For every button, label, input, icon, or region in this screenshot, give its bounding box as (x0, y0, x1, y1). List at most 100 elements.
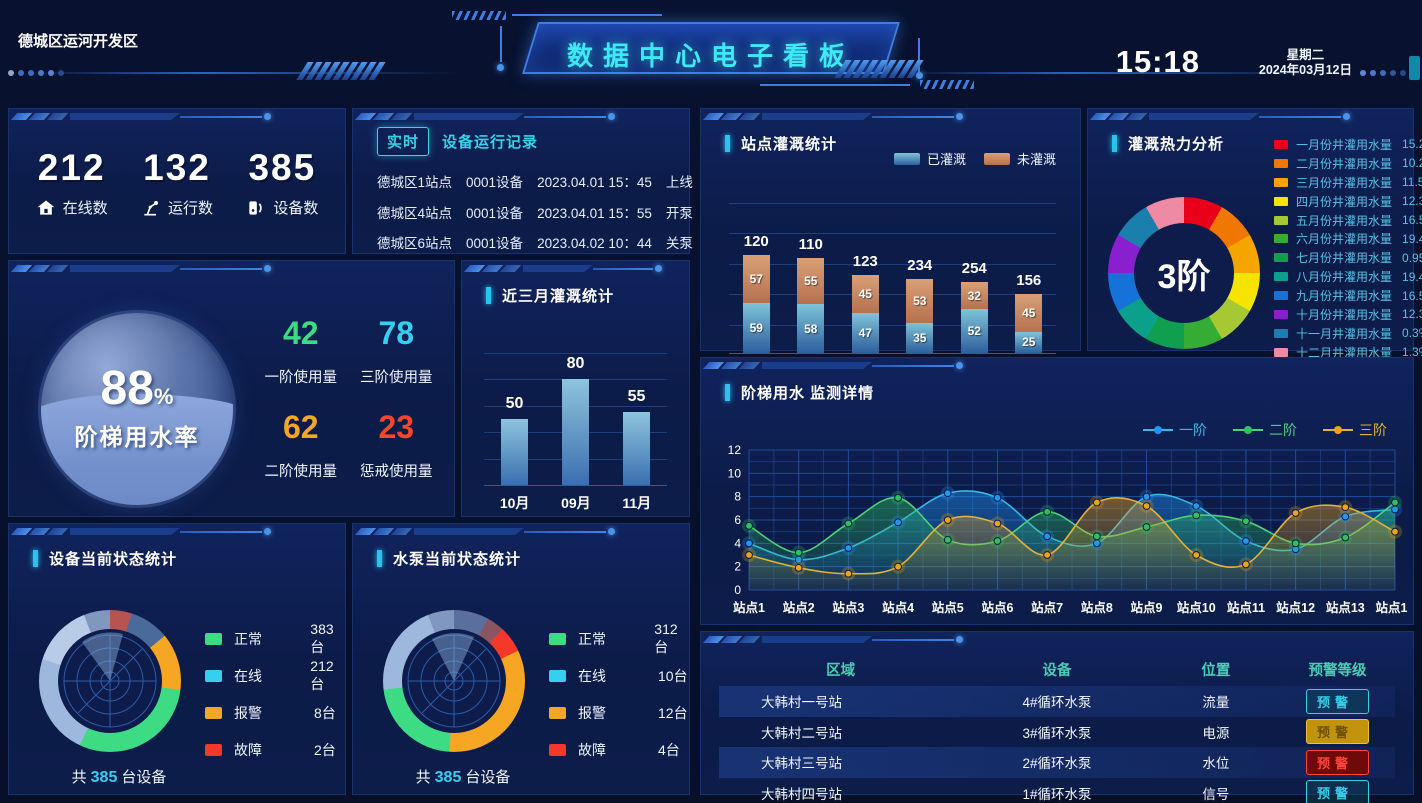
legend-label: 八月份井灌用水量 (1296, 270, 1393, 285)
legend-value: 212台 (310, 657, 334, 692)
heat-legend-item[interactable]: 二月份井灌用水量 10.25 (1274, 154, 1422, 173)
record-station: 德城区1站点 (377, 175, 453, 190)
segment-irrigated: 35 (906, 323, 934, 353)
heat-legend-item[interactable]: 十二月井灌用水量 1.3% (1274, 343, 1422, 362)
legend-label: 十月份井灌用水量 (1296, 307, 1393, 322)
record-device: 0001设备 (466, 205, 524, 221)
heat-legend-item[interactable]: 四月份井灌用水量 12.3% (1274, 192, 1422, 211)
record-row[interactable]: 德城区1站点 0001设备 2023.04.01 15：45 上线 (377, 171, 693, 191)
stat-devices: 385 设备数 (246, 147, 318, 218)
warning-level-button[interactable]: 预警 (1306, 780, 1370, 803)
heat-legend-item[interactable]: 八月份井灌用水量 19.4% (1274, 267, 1422, 286)
svg-text:站点2: 站点2 (783, 600, 815, 615)
heat-legend-item[interactable]: 十月份井灌用水量 12.3% (1274, 305, 1422, 324)
legend-label: 故障 (234, 741, 262, 758)
column-header: 预警等级 (1308, 662, 1367, 679)
panel-device-records: 实时 设备运行记录 德城区1站点 0001设备 2023.04.01 15：45 上线… (352, 108, 693, 254)
stacked-bar[interactable]: 234 53 35 (906, 257, 934, 353)
legend-item-irrigated[interactable]: 已灌溉 (893, 149, 966, 168)
status-legend-item[interactable]: 故障 4台 (549, 731, 689, 768)
heat-legend-item[interactable]: 七月份井灌用水量 0.95% (1274, 248, 1422, 267)
heat-legend-item[interactable]: 五月份井灌用水量 16.5% (1274, 211, 1422, 230)
usage-stat: 78 三阶使用量 (349, 301, 445, 395)
legend-label: 九月份井灌用水量 (1296, 289, 1393, 304)
heat-legend-item[interactable]: 九月份井灌用水量 16.5% (1274, 286, 1422, 305)
legend-item-not-irrigated[interactable]: 未灌溉 (983, 149, 1056, 168)
grid-line (729, 324, 1056, 326)
status-legend-item[interactable]: 在线 212台 (205, 657, 345, 694)
mini-chart-xlabels: 10月 09月 11月 (484, 493, 667, 513)
record-time: 2023.04.02 10：44 (537, 236, 652, 251)
bar[interactable]: 55 (623, 388, 650, 485)
svg-text:12: 12 (728, 444, 742, 457)
station-chart-legend: 已灌溉 未灌溉 (893, 149, 1056, 168)
table-row[interactable]: 大韩村三号站 2#循环水泵 水位 预警 (719, 747, 1395, 778)
legend-label: 四月份井灌用水量 (1296, 194, 1393, 209)
stacked-bar[interactable]: 110 55 58 (797, 236, 825, 353)
line-legend-item[interactable]: 一阶 (1143, 420, 1207, 440)
usage-label: 三阶使用量 (360, 370, 433, 386)
svg-text:6: 6 (734, 513, 741, 527)
status-legend-item[interactable]: 故障 2台 (205, 731, 345, 768)
bar[interactable]: 50 (501, 395, 528, 485)
line-legend-item[interactable]: 三阶 (1323, 420, 1387, 440)
usage-stat: 62 二阶使用量 (253, 395, 349, 489)
cell-device: 4#循环水泵 (1022, 695, 1092, 711)
grid-line (484, 353, 667, 354)
record-row[interactable]: 德城区4站点 0001设备 2023.04.01 15：55 开泵 (377, 202, 693, 222)
legend-swatch (1274, 272, 1288, 282)
cell-position: 流量 (1202, 695, 1230, 711)
legend-swatch (1274, 139, 1288, 149)
warning-level-button[interactable]: 预警 (1306, 719, 1370, 745)
stat-online-value: 212 (37, 147, 106, 188)
status-legend-item[interactable]: 在线 10台 (549, 657, 689, 694)
page-title: 数据中心电子看板 (566, 41, 855, 71)
table-row[interactable]: 大韩村四号站 1#循环水泵 信号 预警 (719, 778, 1395, 803)
stat-running-value: 132 (143, 147, 211, 188)
svg-text:站点1: 站点1 (733, 600, 765, 615)
table-row[interactable]: 大韩村二号站 3#循环水泵 电源 预警 (719, 717, 1395, 748)
record-row[interactable]: 德城区6站点 0001设备 2023.04.02 10：44 关泵 (377, 232, 693, 252)
stat-devices-value: 385 (248, 147, 317, 188)
cell-area: 大韩村二号站 (761, 725, 842, 741)
status-legend-item[interactable]: 正常 383台 (205, 620, 345, 657)
usage-stats-grid: 42 一阶使用量 78 三阶使用量 62 二阶使用量 23 惩戒使用量 (253, 301, 444, 488)
panel-pump-status: 水泵当前状态统计 正常 312台 在线 10台 报警 12台 故障 4台 共 385 台设备 (352, 523, 690, 795)
legend-swatch (205, 669, 222, 682)
stacked-bar[interactable]: 156 45 25 (1015, 272, 1043, 353)
legend-value: 1.3% (1402, 345, 1422, 360)
svg-text:站点8: 站点8 (1081, 600, 1113, 615)
legend-value: 312台 (654, 620, 678, 655)
segment-not-irrigated: 53 (906, 278, 934, 324)
legend-swatch (549, 706, 566, 719)
legend-swatch (549, 632, 566, 645)
bar-value-label: 50 (505, 395, 524, 412)
heat-legend-item[interactable]: 三月份井灌用水量 11.5% (1274, 173, 1422, 192)
heat-legend-item[interactable]: 一月份井灌用水量 15.2% (1274, 135, 1422, 154)
heat-legend-item[interactable]: 六月份井灌用水量 19.4% (1274, 229, 1422, 248)
heat-legend-item[interactable]: 十一月井灌用水量 0.3% (1274, 324, 1422, 343)
stacked-bar[interactable]: 120 57 59 (742, 233, 770, 353)
cell-position: 水位 (1202, 756, 1230, 772)
warning-level-button[interactable]: 预警 (1306, 688, 1370, 714)
water-fill (41, 393, 233, 505)
station-chart-plot: 120 57 59 110 55 58 123 45 47 234 53 35 254 32 52 156 45… (729, 201, 1056, 354)
segment-irrigated: 25 (1015, 331, 1043, 353)
legend-label: 报警 (578, 704, 606, 721)
legend-label: 三月份井灌用水量 (1296, 175, 1393, 190)
stacked-bar[interactable]: 254 32 52 (960, 260, 988, 353)
warning-level-button[interactable]: 预警 (1306, 749, 1370, 775)
status-legend-item[interactable]: 报警 8台 (205, 694, 345, 731)
stacked-bar[interactable]: 123 45 47 (851, 253, 879, 353)
panel-overview-stats: 212 在线数 132 运行数 385 设备数 (8, 108, 346, 254)
usage-gauge (41, 313, 233, 505)
status-legend-item[interactable]: 报警 12台 (549, 694, 689, 731)
cell-device: 3#循环水泵 (1022, 725, 1092, 741)
legend-swatch (893, 152, 920, 165)
device-status-legend: 正常 383台 在线 212台 报警 8台 故障 2台 (205, 620, 345, 768)
status-legend-item[interactable]: 正常 312台 (549, 620, 689, 657)
table-row[interactable]: 大韩村一号站 4#循环水泵 流量 预警 (719, 686, 1395, 717)
legend-value: 11.5% (1402, 175, 1422, 190)
bar[interactable]: 80 (562, 355, 589, 485)
line-legend-item[interactable]: 二阶 (1233, 420, 1297, 440)
